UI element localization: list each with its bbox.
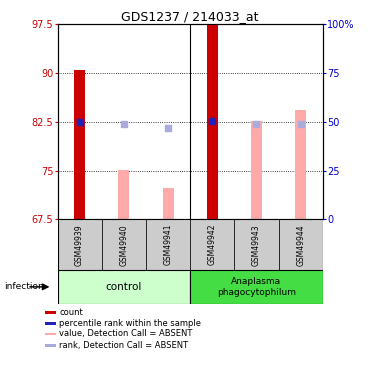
Text: GSM49943: GSM49943 [252, 224, 261, 266]
Bar [251, 121, 262, 219]
Bar [295, 110, 306, 219]
Text: control: control [106, 282, 142, 292]
Text: GSM49944: GSM49944 [296, 224, 305, 266]
Text: GSM49940: GSM49940 [119, 224, 128, 266]
Point [121, 122, 127, 128]
Point [298, 122, 303, 128]
Bar [45, 344, 56, 347]
Point [77, 119, 83, 125]
Text: GSM49939: GSM49939 [75, 224, 84, 266]
Bar [45, 311, 56, 314]
Text: percentile rank within the sample: percentile rank within the sample [59, 319, 201, 328]
Bar [190, 219, 234, 270]
Bar [146, 219, 190, 270]
Text: infection: infection [4, 282, 43, 291]
Text: value, Detection Call = ABSENT: value, Detection Call = ABSENT [59, 330, 193, 339]
Point [253, 121, 259, 127]
Bar [279, 219, 323, 270]
Bar [58, 270, 190, 304]
Bar [207, 24, 218, 219]
Bar [45, 333, 56, 335]
Text: count: count [59, 308, 83, 317]
Point [165, 125, 171, 131]
Text: rank, Detection Call = ABSENT: rank, Detection Call = ABSENT [59, 341, 188, 350]
Text: GSM49942: GSM49942 [208, 224, 217, 266]
Text: GSM49941: GSM49941 [164, 224, 173, 266]
Bar [162, 188, 174, 219]
Bar [118, 170, 129, 219]
Bar [74, 70, 85, 219]
Point [209, 118, 215, 124]
Bar [234, 219, 279, 270]
Bar [58, 219, 102, 270]
Bar [102, 219, 146, 270]
Bar [45, 322, 56, 325]
Bar [190, 270, 323, 304]
Text: Anaplasma
phagocytophilum: Anaplasma phagocytophilum [217, 277, 296, 297]
Title: GDS1237 / 214033_at: GDS1237 / 214033_at [121, 10, 259, 23]
